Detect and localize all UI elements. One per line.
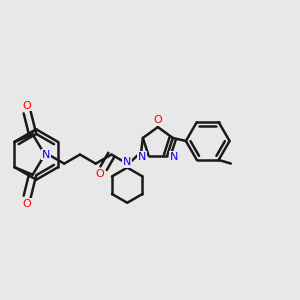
Text: N: N — [42, 149, 50, 160]
Text: N: N — [123, 157, 131, 167]
Text: N: N — [138, 152, 146, 162]
Text: O: O — [23, 199, 32, 208]
Text: O: O — [154, 116, 162, 125]
Text: O: O — [96, 169, 104, 179]
Text: N: N — [169, 152, 178, 162]
Text: O: O — [23, 100, 32, 111]
